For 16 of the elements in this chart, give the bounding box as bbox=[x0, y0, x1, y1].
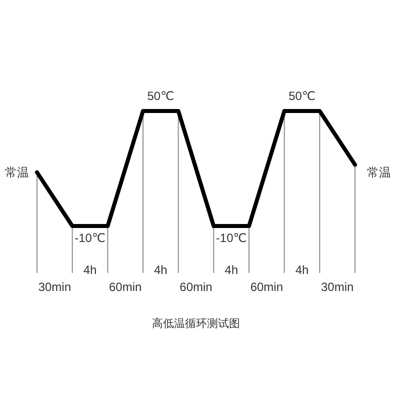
text: 60min bbox=[108, 280, 142, 294]
data-label: 50℃ bbox=[147, 89, 174, 103]
text: 60min bbox=[180, 280, 212, 294]
data-label: -10℃ bbox=[216, 231, 247, 245]
data-label: 50℃ bbox=[288, 89, 316, 103]
text: 60min bbox=[250, 280, 284, 294]
data-label: 常温 bbox=[367, 166, 391, 180]
data-label: -10℃ bbox=[74, 231, 106, 245]
text: 4h bbox=[295, 263, 309, 277]
text: 30min bbox=[320, 280, 354, 294]
text: 30min bbox=[38, 280, 72, 294]
data-label: 常温 bbox=[5, 165, 29, 180]
text: 4h bbox=[83, 263, 97, 277]
text: 高低温循环测试图 bbox=[152, 317, 240, 330]
text: 4h bbox=[224, 263, 238, 277]
text: 4h bbox=[154, 263, 168, 277]
